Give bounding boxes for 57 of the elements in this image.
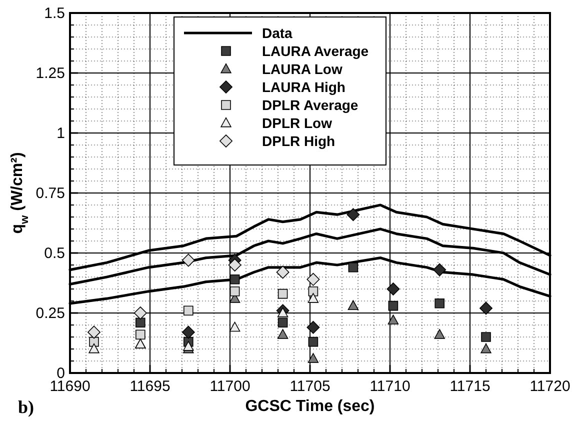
point: [434, 298, 444, 308]
point: [184, 306, 194, 316]
point: [308, 353, 319, 363]
y-tick-label: 0.25: [36, 305, 65, 322]
x-tick-label: 11695: [130, 378, 170, 395]
legend-label: LAURA Average: [262, 43, 369, 59]
x-tick-label: 11715: [450, 378, 490, 395]
point: [308, 336, 318, 347]
y-tick-label: 1: [56, 125, 65, 142]
point: [88, 343, 100, 354]
y-tick-label: 0.5: [44, 245, 65, 262]
x-axis-title: GCSC Time (sec): [245, 398, 375, 415]
point: [136, 318, 146, 328]
point: [278, 288, 288, 299]
point: [276, 266, 290, 279]
point: [308, 293, 319, 303]
point: [183, 341, 194, 351]
x-tick-label: 11720: [530, 378, 570, 395]
point: [134, 306, 147, 320]
point: [306, 272, 320, 286]
point: [480, 343, 492, 354]
legend-label: LAURA Low: [262, 61, 342, 77]
point: [182, 254, 195, 267]
point: [346, 208, 360, 222]
point: [278, 318, 288, 328]
point: [88, 326, 100, 339]
point: [434, 329, 445, 339]
text: b): [18, 397, 34, 417]
legend-label: LAURA High: [262, 79, 346, 95]
point: [229, 322, 240, 332]
point: [388, 300, 398, 311]
point: [386, 282, 400, 296]
point: [308, 286, 318, 296]
point: [230, 286, 240, 296]
legend-label: DPLR High: [262, 133, 336, 149]
point: [348, 262, 358, 272]
point: [182, 326, 195, 339]
point: [433, 263, 446, 276]
point: [348, 300, 359, 310]
legend-label: Data: [262, 25, 293, 41]
point: [481, 332, 491, 342]
legend-label: DPLR Low: [262, 115, 332, 131]
point: [388, 314, 399, 324]
legend-label: DPLR Average: [262, 97, 358, 113]
point: [228, 258, 242, 272]
point: [277, 307, 288, 318]
point: [480, 302, 492, 315]
x-tick-label: 11700: [210, 378, 250, 395]
y-tick-label: 1.25: [36, 65, 65, 82]
x-tick-label: 11710: [370, 378, 410, 395]
x-tick-label: 11705: [290, 378, 330, 395]
point: [136, 330, 146, 340]
point: [277, 329, 288, 339]
point: [230, 274, 240, 284]
y-tick-label: 1.5: [44, 5, 65, 22]
y-tick-label: 0.75: [36, 185, 65, 202]
point: [306, 320, 320, 334]
